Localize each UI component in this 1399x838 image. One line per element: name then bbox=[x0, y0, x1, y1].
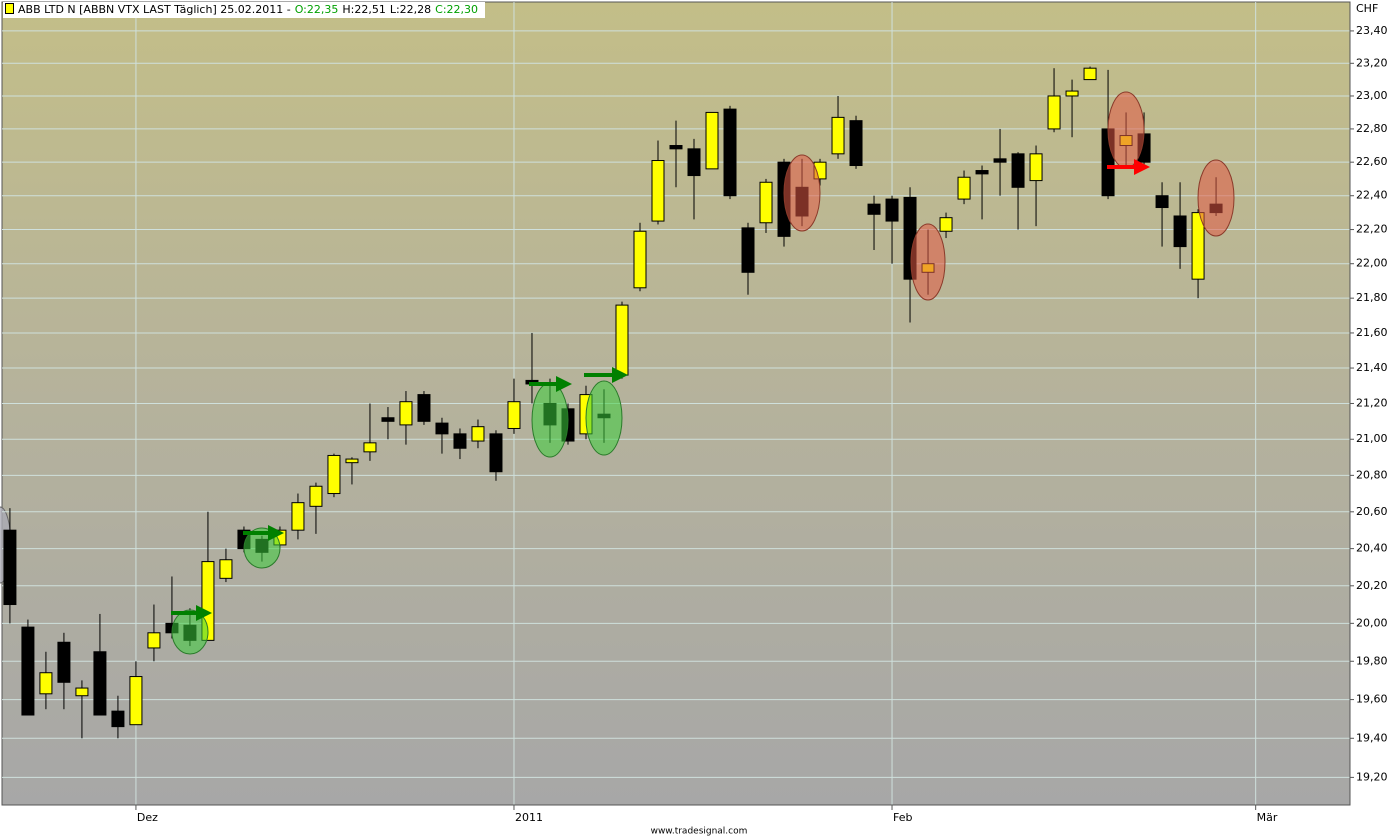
icon bbox=[5, 3, 14, 14]
candle-body bbox=[3, 529, 17, 606]
candle-body bbox=[471, 426, 485, 442]
candle-body bbox=[993, 158, 1007, 163]
candle-body bbox=[309, 485, 323, 507]
candle-body bbox=[1173, 215, 1187, 248]
candle-body bbox=[723, 108, 737, 197]
candle-body bbox=[1083, 67, 1097, 81]
candle-body bbox=[867, 203, 881, 215]
footer: www.tradesignal.com bbox=[651, 827, 748, 837]
signal-ellipse bbox=[531, 382, 569, 458]
candle-body bbox=[885, 198, 899, 222]
quote-part: C:22,30 bbox=[435, 3, 479, 16]
annotations bbox=[171, 91, 1235, 655]
candle-body bbox=[759, 181, 773, 224]
y-tick-label: 20,80 bbox=[1356, 468, 1388, 481]
x-tick-label: Dez bbox=[137, 811, 158, 824]
y-tick-label: 20,20 bbox=[1356, 579, 1388, 592]
candle-body bbox=[345, 458, 359, 464]
signal-ellipse bbox=[783, 154, 821, 232]
y-tick-label: 19,80 bbox=[1356, 654, 1388, 667]
y-tick-label: 22,00 bbox=[1356, 257, 1388, 270]
candle-body bbox=[129, 676, 143, 726]
candle-body bbox=[219, 559, 233, 579]
candle-body bbox=[39, 672, 53, 695]
title: ABB LTD N [ABBN VTX LAST Täglich] 25.02.… bbox=[18, 3, 291, 16]
signal-ellipse bbox=[585, 380, 623, 456]
signal-ellipse bbox=[1197, 159, 1235, 237]
candle-body bbox=[21, 626, 35, 716]
y-tick-label: 20,00 bbox=[1356, 616, 1388, 629]
y-tick-label: 19,20 bbox=[1356, 770, 1388, 783]
candle-body bbox=[381, 417, 395, 422]
y-tick-label: 23,20 bbox=[1356, 56, 1388, 69]
candle-body bbox=[651, 160, 665, 222]
candle-body bbox=[327, 454, 341, 495]
candle-body bbox=[1191, 212, 1205, 280]
quote-part: O:22,35 bbox=[294, 3, 339, 16]
x-tick-label: Feb bbox=[893, 811, 912, 824]
y-tick-label: 21,60 bbox=[1356, 326, 1388, 339]
y-tick-label: 23,40 bbox=[1356, 24, 1388, 37]
candle-body bbox=[633, 230, 647, 289]
signal-ellipse bbox=[910, 223, 946, 301]
y-tick-label: 21,80 bbox=[1356, 291, 1388, 304]
candle-body bbox=[687, 148, 701, 177]
candle-body bbox=[741, 227, 755, 273]
y-tick-label: 21,20 bbox=[1356, 396, 1388, 409]
candle-body bbox=[1011, 153, 1025, 188]
candle-body bbox=[57, 641, 71, 683]
candle-body bbox=[417, 394, 431, 422]
y-tick-label: 20,60 bbox=[1356, 505, 1388, 518]
candle-body bbox=[111, 710, 125, 728]
grid bbox=[2, 2, 1350, 805]
candle-body bbox=[399, 401, 413, 426]
candle-body bbox=[1065, 90, 1079, 97]
y-tick-label: 22,60 bbox=[1356, 155, 1388, 168]
candle-body bbox=[849, 120, 863, 167]
y-tick-label: 20,40 bbox=[1356, 542, 1388, 555]
candle-body bbox=[1047, 95, 1061, 130]
signal-ellipse bbox=[1107, 91, 1145, 169]
candle-body bbox=[75, 687, 89, 697]
y-tick-label: 21,40 bbox=[1356, 361, 1388, 374]
y-tick-label: 22,80 bbox=[1356, 122, 1388, 135]
candle-body bbox=[1155, 195, 1169, 209]
y-tick-label: 22,20 bbox=[1356, 223, 1388, 236]
candle-body bbox=[957, 176, 971, 200]
candle-body bbox=[831, 116, 845, 155]
candle-body bbox=[705, 111, 719, 170]
candle-body bbox=[507, 401, 521, 429]
quote: O:22,35 H:22,51 L:22,28 C:22,30 bbox=[295, 3, 482, 16]
y-tick-label: 22,40 bbox=[1356, 189, 1388, 202]
quote-part: L:22,28 bbox=[389, 3, 432, 16]
y-tick-label: 21,00 bbox=[1356, 432, 1388, 445]
candle-body bbox=[669, 145, 683, 150]
candle-body bbox=[939, 217, 953, 232]
candle-body bbox=[489, 433, 503, 473]
candle-body bbox=[615, 304, 629, 376]
y-tick-label: 19,40 bbox=[1356, 731, 1388, 744]
x-tick-label: 2011 bbox=[515, 811, 543, 824]
signal-ellipse bbox=[171, 609, 209, 655]
quote-part: H:22,51 bbox=[342, 3, 386, 16]
candle-body bbox=[1029, 153, 1043, 182]
y-tick-label: 23,00 bbox=[1356, 89, 1388, 102]
candle-body bbox=[147, 632, 161, 649]
candle-body bbox=[93, 651, 107, 716]
header: ABB LTD N [ABBN VTX LAST Täglich] 25.02.… bbox=[3, 2, 486, 18]
y-axis-label: CHF bbox=[1356, 2, 1378, 15]
candle-body bbox=[975, 170, 989, 175]
y-tick-label: 19,60 bbox=[1356, 693, 1388, 706]
candle-body bbox=[363, 442, 377, 453]
candle-body bbox=[453, 433, 467, 449]
candle-body bbox=[291, 502, 305, 531]
x-tick-label: Mär bbox=[1257, 811, 1278, 824]
candle-body bbox=[435, 422, 449, 435]
